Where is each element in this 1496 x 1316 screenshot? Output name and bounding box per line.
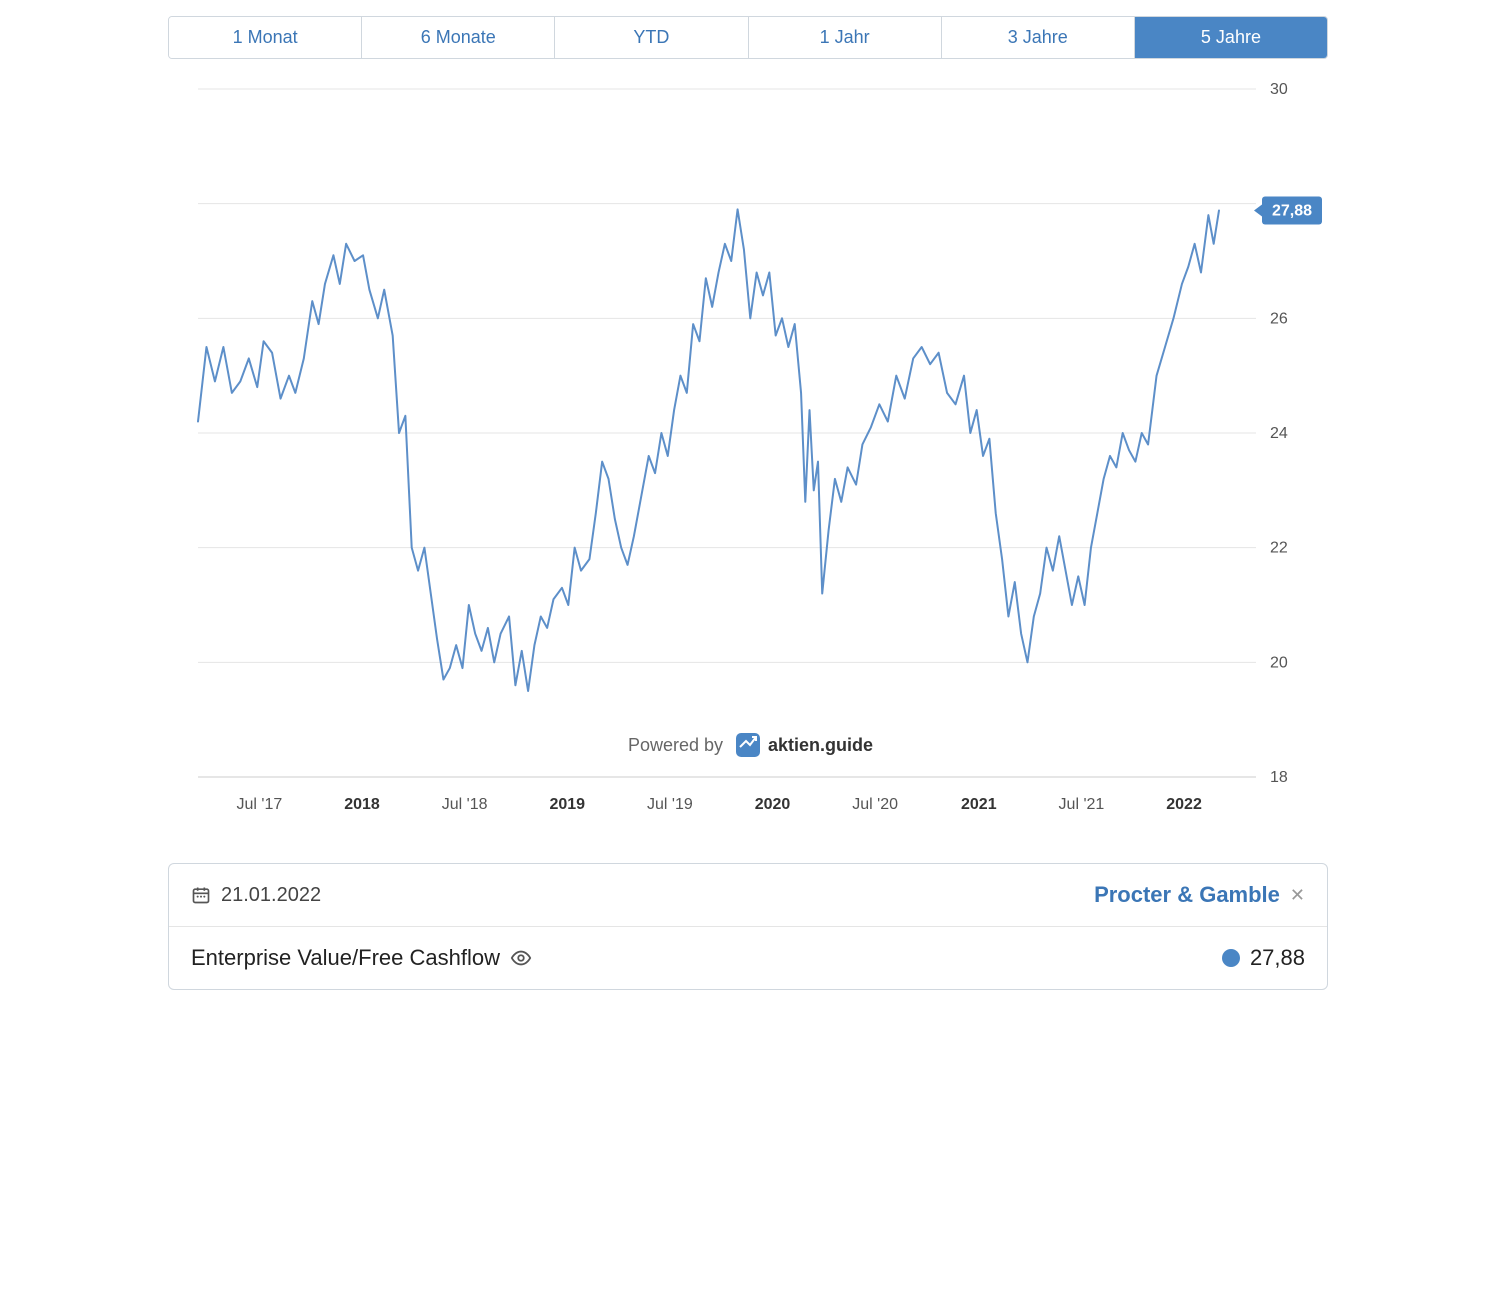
line-chart: 18202224262830Jul '172018Jul '182019Jul … [168, 77, 1328, 837]
svg-text:27,88: 27,88 [1272, 203, 1312, 220]
metric-value: 27,88 [1250, 945, 1305, 971]
tab-1-jahr[interactable]: 1 Jahr [749, 17, 942, 58]
y-tick-label: 18 [1270, 769, 1288, 786]
close-icon[interactable]: ✕ [1290, 885, 1305, 906]
x-tick-label: Jul '21 [1059, 796, 1105, 813]
calendar-icon [191, 885, 211, 905]
series-line [198, 209, 1219, 691]
x-tick-label: Jul '20 [852, 796, 898, 813]
time-range-tabs: 1 Monat6 MonateYTD1 Jahr3 Jahre5 Jahre [168, 16, 1328, 59]
x-tick-label: 2021 [961, 796, 997, 813]
x-tick-label: Jul '17 [236, 796, 282, 813]
info-card: 21.01.2022 Procter & Gamble ✕ Enterprise… [168, 863, 1328, 990]
y-tick-label: 20 [1270, 654, 1288, 671]
company-name[interactable]: Procter & Gamble [1094, 882, 1280, 908]
powered-by: Powered by aktien.guide [628, 733, 873, 757]
series-color-dot [1222, 949, 1240, 967]
date-display: 21.01.2022 [191, 884, 321, 907]
svg-text:Powered by: Powered by [628, 735, 723, 755]
y-tick-label: 30 [1270, 81, 1288, 98]
tab-1-monat[interactable]: 1 Monat [169, 17, 362, 58]
value-badge: 27,88 [1254, 197, 1322, 225]
metric-label: Enterprise Value/Free Cashflow [191, 945, 500, 971]
x-tick-label: 2022 [1166, 796, 1202, 813]
tab-ytd[interactable]: YTD [555, 17, 748, 58]
y-tick-label: 22 [1270, 540, 1288, 557]
x-tick-label: 2018 [344, 796, 380, 813]
x-tick-label: 2020 [755, 796, 791, 813]
eye-icon[interactable] [510, 947, 532, 969]
chart-area: 18202224262830Jul '172018Jul '182019Jul … [168, 77, 1328, 837]
svg-text:aktien.guide: aktien.guide [768, 735, 873, 755]
x-tick-label: Jul '19 [647, 796, 693, 813]
tab-6-monate[interactable]: 6 Monate [362, 17, 555, 58]
tab-5-jahre[interactable]: 5 Jahre [1135, 17, 1327, 58]
x-tick-label: 2019 [549, 796, 585, 813]
y-tick-label: 24 [1270, 425, 1288, 442]
y-tick-label: 26 [1270, 310, 1288, 327]
x-tick-label: Jul '18 [442, 796, 488, 813]
date-text: 21.01.2022 [221, 884, 321, 907]
tab-3-jahre[interactable]: 3 Jahre [942, 17, 1135, 58]
